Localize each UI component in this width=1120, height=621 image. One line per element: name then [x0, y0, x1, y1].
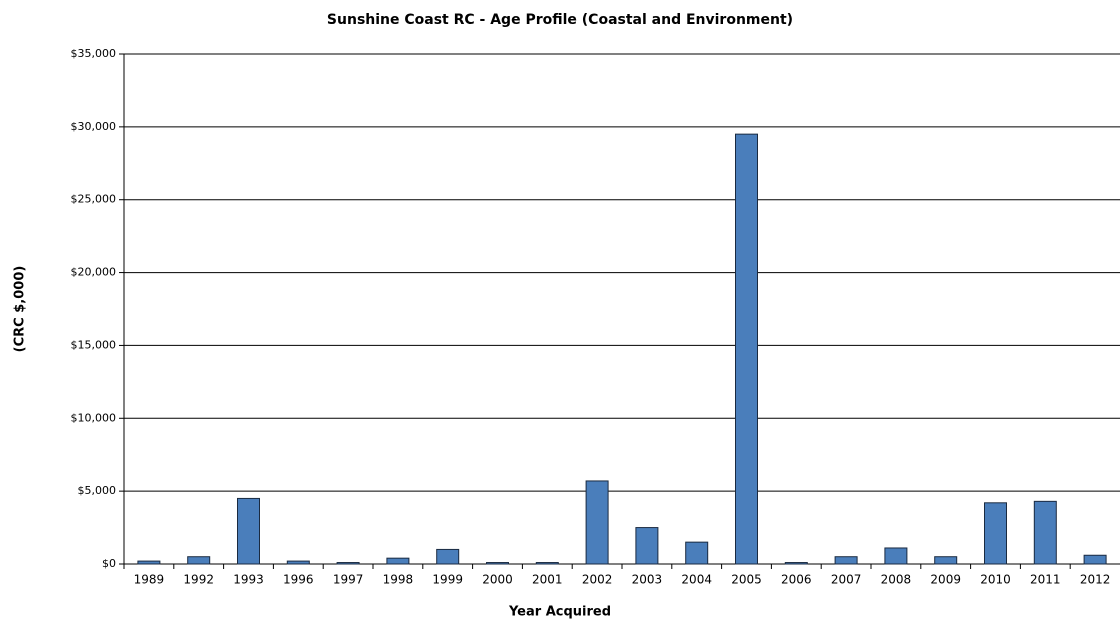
- bar: [735, 133, 758, 565]
- bar: [784, 562, 808, 565]
- y-tick-label: $5,000: [78, 484, 117, 497]
- x-tick-label: 2002: [582, 573, 613, 587]
- x-tick-label: 2001: [532, 573, 563, 587]
- bar: [884, 547, 908, 565]
- x-tick-label: 2010: [980, 573, 1011, 587]
- bar: [834, 556, 858, 565]
- y-tick-label: $10,000: [71, 411, 117, 424]
- bar: [984, 502, 1007, 565]
- x-tick-label: 1992: [183, 573, 214, 587]
- y-tick-label: $15,000: [71, 338, 117, 351]
- y-axis-title: (CRC $,000): [13, 266, 28, 353]
- y-tick-label: $0: [102, 557, 116, 570]
- y-tick-label: $20,000: [71, 266, 117, 279]
- x-tick-label: 2004: [681, 573, 712, 587]
- y-tick-label: $35,000: [71, 47, 117, 60]
- x-tick-label: 2000: [482, 573, 513, 587]
- y-tick-label: $25,000: [71, 193, 117, 206]
- x-tick-label: 1997: [333, 573, 364, 587]
- bar: [535, 562, 559, 565]
- x-tick-label: 1998: [383, 573, 414, 587]
- x-axis-title: Year Acquired: [508, 605, 611, 620]
- x-tick-label: 1989: [134, 573, 165, 587]
- x-tick-label: 1993: [233, 573, 264, 587]
- bar: [137, 560, 161, 565]
- x-tick-label: 2008: [881, 573, 912, 587]
- x-tick-label: 2006: [781, 573, 812, 587]
- bar: [187, 556, 211, 565]
- bar: [436, 548, 460, 565]
- bar: [336, 562, 360, 565]
- x-tick-label: 1999: [432, 573, 463, 587]
- bar: [934, 556, 958, 565]
- bar: [635, 527, 659, 565]
- x-tick-label: 2012: [1080, 573, 1111, 587]
- x-tick-label: 1996: [283, 573, 314, 587]
- x-tick-label: 2009: [930, 573, 961, 587]
- bar: [685, 541, 709, 565]
- bar: [386, 557, 410, 565]
- bar: [486, 562, 509, 565]
- y-tick-label: $30,000: [71, 120, 117, 133]
- bar: [286, 560, 310, 565]
- chart-title: Sunshine Coast RC - Age Profile (Coastal…: [327, 12, 793, 28]
- bar: [1033, 500, 1057, 565]
- x-tick-label: 2007: [831, 573, 862, 587]
- bar: [237, 497, 260, 565]
- x-tick-label: 2003: [632, 573, 663, 587]
- bar: [585, 480, 609, 565]
- bar: [1083, 554, 1107, 565]
- x-tick-label: 2005: [731, 573, 762, 587]
- x-tick-label: 2011: [1030, 573, 1061, 587]
